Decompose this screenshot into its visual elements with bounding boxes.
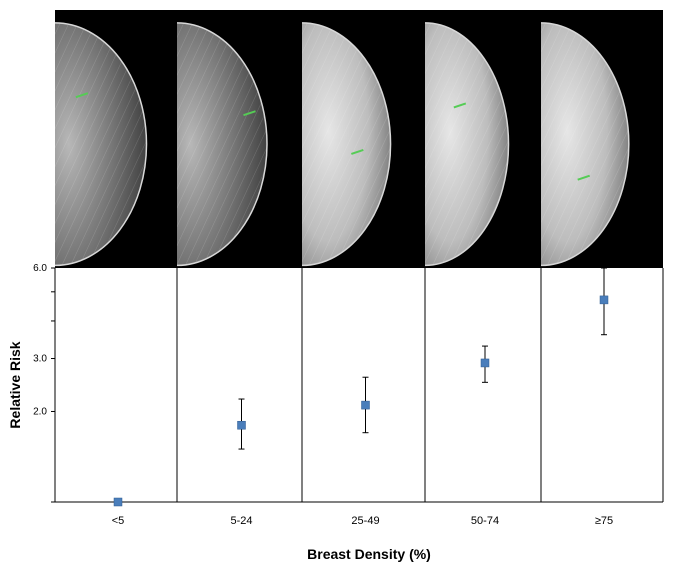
plot-area: 2.0 3.0 6.0 <5 5-24 25-49 50-74 ≥75 [33,263,664,527]
data-point [361,400,370,410]
y-axis-label: Relative Risk [7,341,23,428]
lesion-marker [243,110,256,117]
mammogram-image [540,22,630,267]
x-tick-label: 5-24 [230,515,252,527]
x-tick-label: <5 [112,515,125,527]
skin-line [540,22,630,267]
data-point [237,420,246,430]
lesion-marker [75,92,89,99]
breast-fibers [425,22,509,266]
data-point [480,358,490,368]
breast-fibers [302,22,391,266]
x-tick-label: 25-49 [351,515,379,527]
lesion-marker [351,148,364,155]
lesion-marker [453,102,467,109]
breast-fibers [541,22,629,266]
breast-fibers [55,22,147,266]
y-tick-label: 3.0 [33,354,47,365]
mammogram-strip [54,10,663,268]
y-tick-label: 2.0 [33,406,47,417]
mammogram-image [176,22,268,267]
breast-fibers [177,22,267,266]
skin-line [301,22,392,267]
skin-line [54,22,148,267]
mammogram-image [54,22,148,267]
x-axis-label: Breast Density (%) [307,546,431,562]
x-tick-label: ≥75 [595,515,613,527]
skin-line [424,22,510,267]
data-point [113,497,123,507]
mammogram-image [301,22,392,267]
data-point [599,295,609,305]
y-tick-label: 6.0 [33,263,47,274]
mammogram-image [424,22,510,267]
skin-line [176,22,268,267]
lesion-marker [577,174,591,181]
x-tick-label: 50-74 [471,515,499,527]
